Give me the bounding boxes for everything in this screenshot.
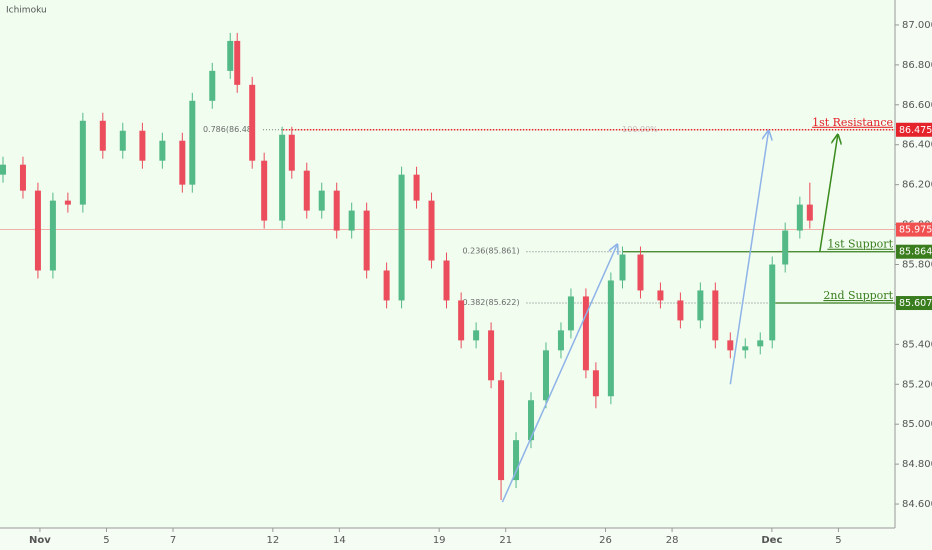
- level-name: 1st Support: [827, 238, 893, 251]
- candle-body: [757, 340, 764, 347]
- y-tick-label: 86.800: [902, 60, 932, 71]
- candle-body: [697, 290, 704, 321]
- y-tick-label: 85.000: [902, 419, 932, 430]
- candle-body: [318, 190, 325, 211]
- candle-body: [528, 400, 535, 441]
- x-tick-label: 5: [835, 535, 841, 546]
- price-label: 85.864: [899, 247, 932, 258]
- price-box: [896, 296, 932, 311]
- candle-body: [567, 296, 574, 331]
- x-tick-label: 21: [499, 535, 512, 546]
- price-box: [896, 244, 932, 259]
- candle-body: [458, 300, 465, 341]
- arrow: [501, 245, 617, 503]
- level-name: 1st Resistance: [812, 116, 893, 129]
- candle-body: [288, 134, 295, 171]
- candle-body: [363, 210, 370, 271]
- candle-body: [428, 200, 435, 261]
- candle-body: [796, 204, 803, 231]
- candle-body: [806, 204, 813, 221]
- y-tick-label: 86.200: [902, 180, 932, 191]
- candle-body: [179, 140, 186, 185]
- level-name: 2nd Support: [823, 289, 893, 302]
- candle-body: [607, 280, 614, 397]
- candle-body: [727, 340, 734, 351]
- candle-body: [303, 170, 310, 211]
- candle-body: [19, 164, 26, 191]
- candle-body: [542, 350, 549, 401]
- candle-body: [49, 200, 56, 271]
- y-tick-label: 86.400: [902, 140, 932, 151]
- x-tick-label: Dec: [761, 535, 782, 546]
- candle-body: [619, 254, 626, 281]
- candle-body: [0, 164, 6, 175]
- axis-background: [895, 0, 932, 550]
- fib-label: 0.382(85.622): [462, 298, 519, 307]
- arrow: [729, 131, 768, 385]
- candle-body: [139, 130, 146, 161]
- candle-body: [677, 300, 684, 321]
- y-tick-label: 84.800: [902, 459, 932, 470]
- candle-body: [582, 296, 589, 371]
- candle-body: [742, 346, 749, 351]
- candle-body: [657, 290, 664, 301]
- x-tick-label: 19: [433, 535, 446, 546]
- price-label: 86.475: [899, 125, 932, 136]
- candle-body: [498, 380, 505, 481]
- candle-body: [249, 84, 256, 161]
- axis-background: [0, 528, 895, 550]
- candle-body: [234, 40, 241, 85]
- y-tick-label: 86.600: [902, 100, 932, 111]
- candle-body: [348, 210, 355, 231]
- candle-body: [443, 260, 450, 301]
- candle-body: [209, 70, 216, 101]
- candle-body: [712, 290, 719, 341]
- candle-body: [79, 120, 86, 205]
- price-label: 85.607: [899, 298, 932, 309]
- candle-body: [488, 330, 495, 381]
- candle-body: [34, 190, 41, 271]
- price-box: [896, 122, 932, 137]
- candle-body: [557, 330, 564, 351]
- candle-body: [333, 190, 340, 231]
- candle-body: [398, 174, 405, 301]
- x-tick-label: 26: [599, 535, 612, 546]
- price-box: [896, 222, 932, 237]
- candle-body: [227, 40, 234, 71]
- fib-label: 0.786(86.48): [203, 125, 255, 134]
- candle-body: [383, 270, 390, 301]
- candle-body: [119, 130, 126, 151]
- x-tick-label: 7: [170, 535, 176, 546]
- candle-body: [279, 134, 286, 221]
- y-tick-label: 85.400: [902, 339, 932, 350]
- candle-body: [592, 370, 599, 397]
- candle-body: [99, 120, 106, 151]
- x-tick-label: 14: [333, 535, 346, 546]
- candle-body: [782, 230, 789, 265]
- y-tick-label: 87.000: [902, 20, 932, 31]
- candle-body: [64, 200, 71, 205]
- candle-body: [473, 330, 480, 341]
- arrow: [819, 135, 838, 252]
- candle-body: [159, 140, 166, 161]
- candle-body: [769, 264, 776, 341]
- x-tick-label: 28: [666, 535, 679, 546]
- candle-body: [189, 100, 196, 185]
- candle-body: [637, 254, 644, 291]
- candle-body: [261, 160, 268, 221]
- price-label: 85.975: [899, 225, 932, 236]
- x-tick-label: 12: [266, 535, 279, 546]
- fib-label: 0.236(85.861): [462, 247, 519, 256]
- candle-body: [413, 174, 420, 201]
- x-tick-label: 5: [103, 535, 109, 546]
- y-tick-label: 84.600: [902, 499, 932, 510]
- y-tick-label: 85.800: [902, 259, 932, 270]
- y-tick-label: 85.200: [902, 379, 932, 390]
- x-tick-label: Nov: [29, 535, 51, 546]
- candle-body: [513, 440, 520, 481]
- chart-title: Ichimoku: [6, 6, 47, 16]
